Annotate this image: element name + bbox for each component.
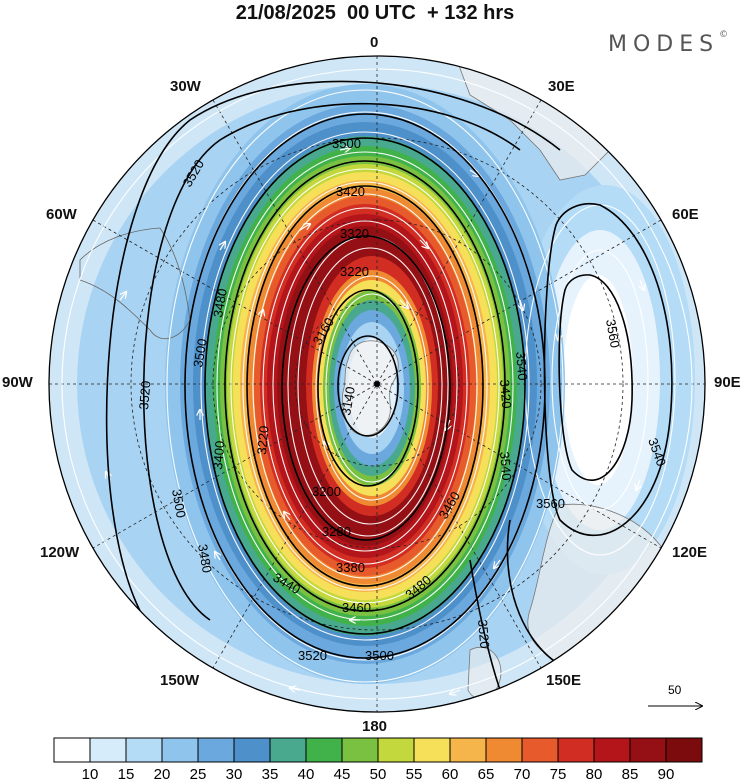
contour-label: 3480 xyxy=(210,287,230,318)
lon-label-90e: 90E xyxy=(714,374,741,391)
contour-label: 3420 xyxy=(497,379,514,409)
height-contours xyxy=(105,80,673,691)
lon-label-150e: 150E xyxy=(546,672,582,689)
contour-label: 3400 xyxy=(210,440,227,470)
wind-reference-label: 50 xyxy=(668,683,682,697)
contour-label: 3520 xyxy=(136,380,153,410)
lon-label-60e: 60E xyxy=(672,206,699,223)
contour-label: 3420 xyxy=(336,184,365,199)
contour-label: 3380 xyxy=(336,560,365,575)
contour-label: 3520 xyxy=(475,619,492,649)
contour-label: 3140 xyxy=(338,385,358,416)
lon-label-120w: 120W xyxy=(40,544,80,561)
contour-label: 3520 xyxy=(298,648,327,663)
contour-label: 3220 xyxy=(340,264,369,279)
lon-label-120e: 120E xyxy=(672,544,708,561)
contour-label: 3220 xyxy=(254,425,271,455)
lon-label-150w: 150W xyxy=(160,672,200,689)
lon-label-0: 0 xyxy=(370,34,379,51)
wind-streamlines xyxy=(61,68,693,700)
contour-label: 3460 xyxy=(342,600,371,615)
lon-label-30e: 30E xyxy=(548,78,575,95)
map-boundary xyxy=(48,55,706,713)
contour-label: 3500 xyxy=(365,648,394,663)
contour-label: 3560 xyxy=(603,318,623,349)
brand-mark: © xyxy=(719,30,729,40)
lon-label-30w: 30W xyxy=(170,78,201,95)
contour-label: 3560 xyxy=(536,496,565,511)
ridge-calm xyxy=(563,275,633,485)
page-title: 21/08/2025 00 UTC + 132 hrs xyxy=(235,2,515,24)
lon-label-60w: 60W xyxy=(46,206,77,223)
contour-label: 3320 xyxy=(340,226,369,241)
lon-label-90w: 90W xyxy=(2,374,33,391)
contour-label: 3540 xyxy=(497,451,514,481)
lon-label-180: 180 xyxy=(362,718,388,735)
antarctica-coast xyxy=(342,340,399,436)
pole-marker xyxy=(374,381,380,387)
new-zealand-coast xyxy=(467,647,502,700)
contour-label: 3200 xyxy=(312,484,341,499)
contour-label: 3500 xyxy=(169,488,189,519)
brand-logo: MODES© xyxy=(608,30,729,57)
contour-label: 3480 xyxy=(195,543,215,574)
contour-label: 3500 xyxy=(190,337,210,368)
contour-label: 3500 xyxy=(332,136,361,151)
brand-text: MODES xyxy=(608,32,720,57)
contour-label: 3280 xyxy=(322,524,351,539)
contour-label: 3540 xyxy=(513,351,530,381)
